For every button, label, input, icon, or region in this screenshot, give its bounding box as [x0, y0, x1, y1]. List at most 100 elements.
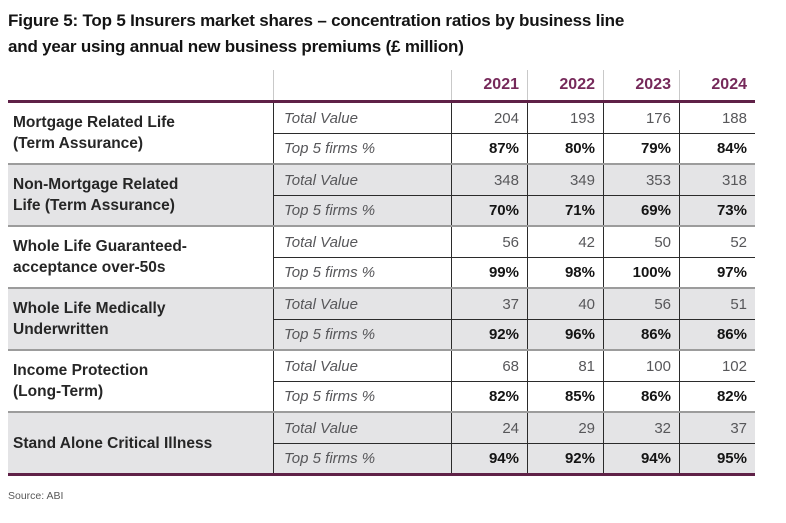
share-2022: 80% [527, 134, 603, 163]
table-group-stand-alone-critical-illness: Stand Alone Critical Illness Total Value… [8, 411, 755, 473]
metric-label: Top 5 firms % [273, 196, 451, 225]
table-header-row: 2021 2022 2023 2024 [8, 70, 755, 103]
figure-page: Figure 5: Top 5 Insurers market shares –… [8, 8, 768, 502]
value-2022: 29 [527, 413, 603, 443]
value-2023: 32 [603, 413, 679, 443]
table-group-income-protection: Income Protection (Long-Term) Total Valu… [8, 349, 755, 411]
value-2021: 56 [451, 227, 527, 257]
table-row-top5-share: Top 5 firms % 70% 71% 69% 73% [273, 195, 755, 225]
business-line-name: Whole Life Guaranteed- acceptance over-5… [13, 238, 187, 276]
business-line-name: Whole Life Medically Underwritten [13, 300, 166, 338]
business-line-cell: Stand Alone Critical Illness [8, 413, 273, 473]
value-2024: 318 [679, 165, 755, 195]
business-line-name: Stand Alone Critical Illness [13, 434, 213, 452]
year-header-2024: 2024 [679, 70, 755, 100]
value-2023: 100 [603, 351, 679, 381]
value-2023: 353 [603, 165, 679, 195]
share-2021: 70% [451, 196, 527, 225]
share-2023: 94% [603, 444, 679, 473]
share-2024: 73% [679, 196, 755, 225]
table-group-whole-life-guaranteed: Whole Life Guaranteed- acceptance over-5… [8, 225, 755, 287]
header-spacer-business-line [8, 70, 273, 100]
metric-label: Total Value [273, 289, 451, 319]
metric-label: Top 5 firms % [273, 382, 451, 411]
year-header-2023: 2023 [603, 70, 679, 100]
figure-title-line-2: and year using annual new business premi… [8, 37, 464, 56]
value-2024: 51 [679, 289, 755, 319]
table-row-total-value: Total Value 24 29 32 37 [273, 413, 755, 443]
value-2022: 81 [527, 351, 603, 381]
value-2024: 52 [679, 227, 755, 257]
year-header-2022: 2022 [527, 70, 603, 100]
value-2021: 348 [451, 165, 527, 195]
table-row-total-value: Total Value 204 193 176 188 [273, 103, 755, 133]
value-2022: 42 [527, 227, 603, 257]
value-2021: 24 [451, 413, 527, 443]
value-2022: 193 [527, 103, 603, 133]
table-row-total-value: Total Value 68 81 100 102 [273, 351, 755, 381]
metric-label: Total Value [273, 413, 451, 443]
share-2022: 96% [527, 320, 603, 349]
table-group-non-mortgage-related-life: Non-Mortgage Related Life (Term Assuranc… [8, 163, 755, 225]
share-2022: 71% [527, 196, 603, 225]
metric-label: Top 5 firms % [273, 134, 451, 163]
share-2024: 97% [679, 258, 755, 287]
value-2023: 56 [603, 289, 679, 319]
table-group-mortgage-related-life: Mortgage Related Life (Term Assurance) T… [8, 103, 755, 163]
header-spacer-metric [273, 70, 451, 100]
business-line-name: Mortgage Related Life (Term Assurance) [13, 114, 175, 152]
year-header-2021: 2021 [451, 70, 527, 100]
share-2021: 92% [451, 320, 527, 349]
share-2023: 86% [603, 382, 679, 411]
metric-label: Top 5 firms % [273, 444, 451, 473]
share-2022: 92% [527, 444, 603, 473]
table-row-total-value: Total Value 56 42 50 52 [273, 227, 755, 257]
metric-label: Top 5 firms % [273, 258, 451, 287]
value-2021: 68 [451, 351, 527, 381]
business-line-cell: Whole Life Guaranteed- acceptance over-5… [8, 227, 273, 287]
source-note: Source: ABI [8, 490, 64, 502]
value-2024: 102 [679, 351, 755, 381]
table-row-top5-share: Top 5 firms % 87% 80% 79% 84% [273, 133, 755, 163]
value-2022: 40 [527, 289, 603, 319]
table-row-total-value: Total Value 348 349 353 318 [273, 165, 755, 195]
share-2023: 69% [603, 196, 679, 225]
share-2023: 86% [603, 320, 679, 349]
share-2023: 79% [603, 134, 679, 163]
value-2023: 176 [603, 103, 679, 133]
value-2023: 50 [603, 227, 679, 257]
metric-label: Total Value [273, 103, 451, 133]
share-2022: 98% [527, 258, 603, 287]
table-row-total-value: Total Value 37 40 56 51 [273, 289, 755, 319]
value-2024: 188 [679, 103, 755, 133]
metric-label: Total Value [273, 165, 451, 195]
metric-label: Total Value [273, 351, 451, 381]
share-2022: 85% [527, 382, 603, 411]
metric-label: Total Value [273, 227, 451, 257]
share-2024: 86% [679, 320, 755, 349]
value-2021: 37 [451, 289, 527, 319]
figure-title: Figure 5: Top 5 Insurers market shares –… [8, 8, 768, 60]
business-line-cell: Whole Life Medically Underwritten [8, 289, 273, 349]
business-line-name: Income Protection (Long-Term) [13, 362, 149, 400]
value-2024: 37 [679, 413, 755, 443]
metric-label: Top 5 firms % [273, 320, 451, 349]
share-2021: 94% [451, 444, 527, 473]
share-2021: 82% [451, 382, 527, 411]
business-line-cell: Non-Mortgage Related Life (Term Assuranc… [8, 165, 273, 225]
value-2021: 204 [451, 103, 527, 133]
figure-title-line-1: Figure 5: Top 5 Insurers market shares –… [8, 11, 625, 30]
business-line-cell: Income Protection (Long-Term) [8, 351, 273, 411]
share-2024: 95% [679, 444, 755, 473]
table-row-top5-share: Top 5 firms % 99% 98% 100% 97% [273, 257, 755, 287]
business-line-name: Non-Mortgage Related Life (Term Assuranc… [13, 176, 179, 214]
share-2021: 87% [451, 134, 527, 163]
concentration-table: 2021 2022 2023 2024 Mortgage Related Lif… [8, 70, 755, 476]
table-row-top5-share: Top 5 firms % 92% 96% 86% 86% [273, 319, 755, 349]
table-row-top5-share: Top 5 firms % 94% 92% 94% 95% [273, 443, 755, 473]
business-line-cell: Mortgage Related Life (Term Assurance) [8, 103, 273, 163]
value-2022: 349 [527, 165, 603, 195]
table-group-whole-life-medically-underwritten: Whole Life Medically Underwritten Total … [8, 287, 755, 349]
share-2023: 100% [603, 258, 679, 287]
share-2024: 84% [679, 134, 755, 163]
